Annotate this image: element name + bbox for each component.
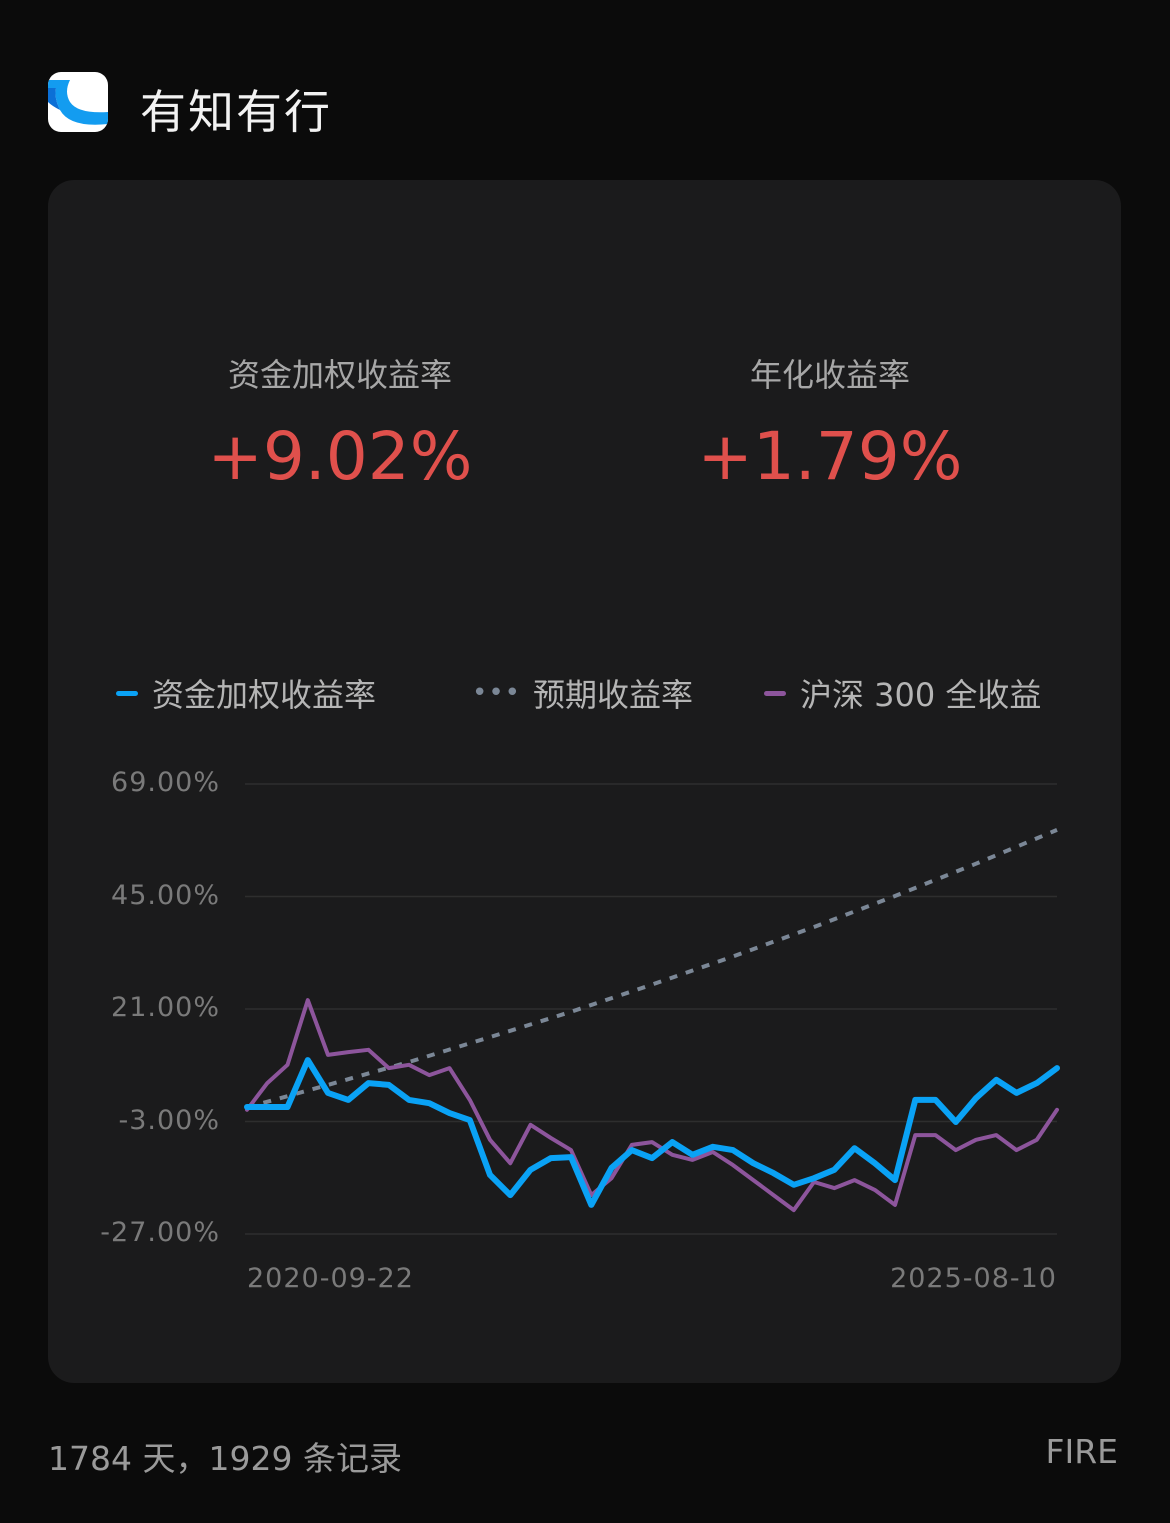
annualized-return-label: 年化收益率	[749, 356, 910, 394]
legend-expected[interactable]: ••• 预期收益率	[472, 670, 693, 716]
app-logo	[48, 72, 108, 132]
legend-dots-icon: •••	[472, 678, 522, 708]
app-title: 有知有行	[140, 85, 332, 139]
legend-label: 预期收益率	[533, 676, 694, 714]
money-weighted-return-value: +9.02%	[207, 418, 473, 495]
record-summary: 1784 天，1929 条记录	[48, 1439, 402, 1478]
y-tick-label: -3.00%	[118, 1105, 220, 1136]
legend-label: 资金加权收益率	[152, 676, 377, 714]
legend-money-weighted[interactable]: 资金加权收益率	[116, 670, 376, 716]
legend-csi300[interactable]: 沪深 300 全收益	[764, 670, 1041, 716]
series-line-expected	[246, 828, 1058, 1110]
y-tick-label: 21.00%	[111, 992, 220, 1023]
annualized-return-value: +1.79%	[697, 418, 963, 495]
x-tick-label-end: 2025-08-10	[890, 1263, 1057, 1294]
y-tick-label: 69.00%	[111, 767, 220, 798]
x-tick-label-start: 2020-09-22	[247, 1263, 414, 1294]
fire-tag[interactable]: FIRE	[1045, 1432, 1119, 1471]
y-tick-label: 45.00%	[111, 880, 220, 911]
y-tick-label: -27.00%	[100, 1217, 220, 1248]
series-line-money-weighted	[244, 1057, 1060, 1208]
youzhiyouxing-logo-icon	[48, 80, 108, 125]
legend-label: 沪深 300 全收益	[800, 676, 1042, 714]
legend-swatch-icon	[116, 690, 138, 696]
money-weighted-return-label: 资金加权收益率	[227, 356, 452, 394]
legend-swatch-icon	[764, 690, 786, 696]
series-line-csi300	[245, 998, 1059, 1213]
